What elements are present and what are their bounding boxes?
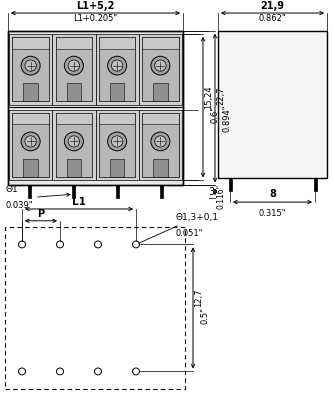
Circle shape xyxy=(112,136,123,147)
Bar xyxy=(228,178,231,191)
Bar xyxy=(56,37,92,49)
Bar xyxy=(116,186,119,198)
Circle shape xyxy=(108,132,127,151)
Bar xyxy=(52,110,96,180)
Bar xyxy=(8,31,183,186)
Circle shape xyxy=(155,136,166,147)
Bar xyxy=(153,159,167,177)
Circle shape xyxy=(68,60,80,71)
Bar xyxy=(142,113,178,177)
Text: 22,7: 22,7 xyxy=(216,87,225,105)
Text: 0.862": 0.862" xyxy=(259,14,286,23)
Bar xyxy=(72,186,75,198)
Bar xyxy=(142,113,178,124)
Bar xyxy=(12,37,49,101)
Bar xyxy=(8,31,183,186)
Text: Θ1: Θ1 xyxy=(5,185,18,194)
Bar xyxy=(23,159,38,177)
Text: 15,24: 15,24 xyxy=(204,85,213,109)
Bar xyxy=(313,178,316,191)
Text: 8: 8 xyxy=(269,189,276,199)
Bar xyxy=(153,83,167,101)
Bar xyxy=(160,186,163,198)
Bar xyxy=(139,110,182,180)
Bar xyxy=(67,159,81,177)
Bar xyxy=(67,83,81,101)
Text: 0.6": 0.6" xyxy=(210,107,219,123)
Text: L1+0.205": L1+0.205" xyxy=(74,14,118,23)
Bar xyxy=(96,34,139,105)
Bar xyxy=(99,37,135,49)
Bar xyxy=(56,113,92,177)
Bar xyxy=(139,34,182,105)
Text: P: P xyxy=(37,209,45,219)
Bar xyxy=(99,113,135,124)
Bar xyxy=(12,113,49,124)
Text: 0.5": 0.5" xyxy=(200,307,209,324)
Bar xyxy=(12,113,49,177)
Bar xyxy=(99,37,135,101)
Text: 0.039": 0.039" xyxy=(5,201,33,210)
Bar xyxy=(23,83,38,101)
Bar xyxy=(142,37,178,49)
Circle shape xyxy=(151,132,170,151)
Bar xyxy=(110,159,125,177)
Circle shape xyxy=(25,60,36,71)
Bar xyxy=(52,34,96,105)
Bar xyxy=(110,83,125,101)
Text: L1: L1 xyxy=(72,197,86,207)
Text: 0.116": 0.116" xyxy=(217,184,226,209)
Text: 21,9: 21,9 xyxy=(260,1,284,11)
Bar xyxy=(218,31,327,178)
Bar xyxy=(12,37,49,49)
Bar xyxy=(56,113,92,124)
Circle shape xyxy=(25,136,36,147)
Bar xyxy=(142,37,178,101)
Bar xyxy=(9,34,52,105)
Text: Θ1,3+0,1: Θ1,3+0,1 xyxy=(175,213,218,222)
Bar xyxy=(9,110,52,180)
Text: 0.051": 0.051" xyxy=(175,229,202,238)
Circle shape xyxy=(64,132,83,151)
Circle shape xyxy=(21,132,40,151)
Text: 0.315": 0.315" xyxy=(259,209,286,218)
Circle shape xyxy=(68,136,80,147)
Bar xyxy=(28,186,31,198)
Circle shape xyxy=(64,56,83,75)
Text: L1+5,2: L1+5,2 xyxy=(76,1,115,11)
Bar xyxy=(96,110,139,180)
Bar xyxy=(5,227,185,389)
Circle shape xyxy=(21,56,40,75)
Circle shape xyxy=(151,56,170,75)
Circle shape xyxy=(112,60,123,71)
Circle shape xyxy=(155,60,166,71)
Circle shape xyxy=(108,56,127,75)
Text: 12,7: 12,7 xyxy=(194,289,203,307)
Text: 3: 3 xyxy=(208,187,214,197)
Bar xyxy=(56,37,92,101)
Text: 0.894": 0.894" xyxy=(222,104,231,132)
Bar xyxy=(99,113,135,177)
